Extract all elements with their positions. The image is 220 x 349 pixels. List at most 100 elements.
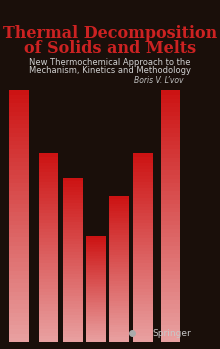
Bar xyxy=(9,165,29,170)
Bar xyxy=(133,279,153,282)
Bar xyxy=(9,191,29,195)
Bar xyxy=(9,98,29,103)
Bar xyxy=(133,247,153,251)
Bar xyxy=(133,175,153,179)
Bar xyxy=(63,262,82,266)
Bar xyxy=(9,325,29,329)
Bar xyxy=(86,259,106,261)
Bar xyxy=(133,203,153,207)
Bar xyxy=(161,211,180,216)
Bar xyxy=(38,272,58,276)
Bar xyxy=(38,307,58,311)
Bar xyxy=(38,300,58,304)
Bar xyxy=(38,169,58,172)
Bar xyxy=(9,182,29,187)
Bar xyxy=(63,211,82,214)
Bar xyxy=(9,228,29,233)
Bar xyxy=(63,243,82,247)
Bar xyxy=(86,290,106,293)
Bar xyxy=(9,144,29,149)
Bar xyxy=(63,189,82,192)
Bar xyxy=(63,276,82,280)
Bar xyxy=(109,303,129,306)
Bar xyxy=(133,184,153,188)
Bar xyxy=(9,224,29,229)
Bar xyxy=(38,209,58,213)
Bar xyxy=(63,257,82,260)
Bar xyxy=(86,327,106,330)
Bar xyxy=(161,140,180,145)
Bar xyxy=(63,205,82,209)
Bar xyxy=(38,222,58,226)
Bar xyxy=(133,194,153,198)
Bar xyxy=(63,246,82,250)
Bar xyxy=(133,294,153,298)
Bar xyxy=(38,275,58,279)
Bar xyxy=(109,310,129,313)
Bar xyxy=(133,275,153,279)
Bar xyxy=(161,144,180,149)
Bar xyxy=(161,165,180,170)
Bar xyxy=(161,157,180,162)
Bar xyxy=(38,291,58,295)
Bar xyxy=(109,276,129,279)
Bar xyxy=(9,320,29,325)
Bar xyxy=(86,299,106,302)
Bar xyxy=(109,305,129,308)
Bar xyxy=(86,294,106,296)
Bar xyxy=(86,318,106,321)
Bar xyxy=(109,237,129,240)
Bar xyxy=(9,149,29,154)
Bar xyxy=(38,310,58,314)
Bar xyxy=(161,291,180,296)
Bar xyxy=(109,235,129,238)
Bar xyxy=(86,250,106,252)
Bar xyxy=(86,267,106,270)
Bar xyxy=(133,172,153,176)
Bar xyxy=(86,322,106,325)
Bar xyxy=(109,319,129,322)
Bar xyxy=(38,228,58,232)
Bar xyxy=(9,220,29,225)
Bar xyxy=(9,274,29,279)
Bar xyxy=(133,159,153,163)
Bar xyxy=(63,197,82,200)
Bar xyxy=(9,107,29,112)
Bar xyxy=(9,128,29,133)
Bar xyxy=(9,178,29,183)
Bar xyxy=(161,170,180,174)
Bar xyxy=(133,222,153,226)
Bar xyxy=(86,278,106,281)
Bar xyxy=(133,153,153,157)
Bar xyxy=(63,322,82,326)
Bar xyxy=(9,124,29,128)
Bar xyxy=(63,303,82,307)
Bar xyxy=(109,208,129,211)
Bar xyxy=(38,285,58,289)
Bar xyxy=(9,161,29,166)
Bar xyxy=(161,115,180,120)
Bar xyxy=(63,238,82,241)
Bar xyxy=(63,268,82,271)
Bar xyxy=(161,228,180,233)
Bar xyxy=(9,279,29,283)
Bar xyxy=(133,282,153,285)
Bar xyxy=(161,178,180,183)
Bar xyxy=(63,224,82,228)
Bar xyxy=(86,301,106,303)
Bar xyxy=(133,209,153,213)
Bar xyxy=(161,266,180,271)
Bar xyxy=(86,306,106,309)
Bar xyxy=(133,235,153,238)
Bar xyxy=(86,264,106,266)
Bar xyxy=(9,308,29,313)
Bar xyxy=(9,140,29,145)
Bar xyxy=(86,274,106,277)
Bar xyxy=(161,287,180,292)
Bar xyxy=(133,307,153,311)
Bar xyxy=(9,94,29,99)
Bar xyxy=(63,300,82,304)
Bar xyxy=(86,276,106,279)
Bar xyxy=(133,206,153,210)
Bar xyxy=(86,303,106,305)
